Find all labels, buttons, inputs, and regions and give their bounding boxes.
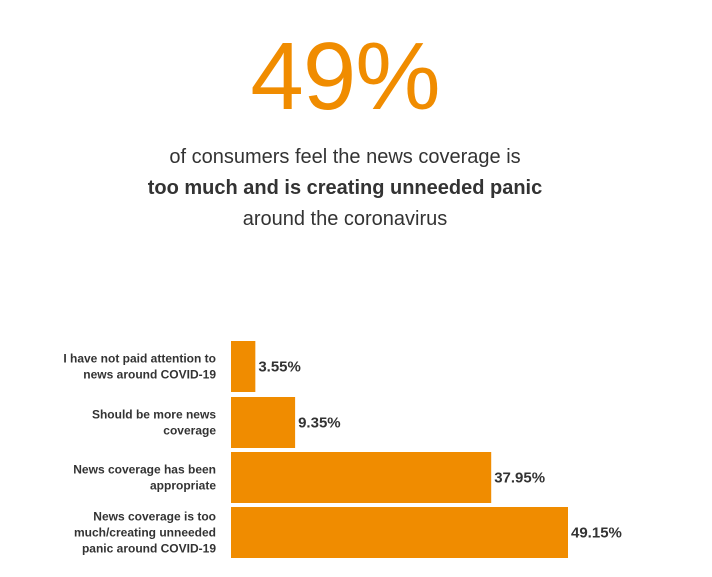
headline-line-3: around the coronavirus — [242, 208, 448, 230]
value-label-4: 49.15% — [571, 525, 622, 542]
category-label-1: I have not paid attention to news around … — [63, 352, 216, 382]
value-label-3: 37.95% — [494, 470, 545, 487]
value-label-1: 3.55% — [258, 359, 301, 376]
category-label-line: news around COVID-19 — [83, 368, 216, 382]
bar-1 — [231, 341, 256, 392]
headline-line-2: too much and is creating unneeded panic — [147, 177, 543, 199]
bar-2 — [231, 397, 296, 448]
category-label-line: I have not paid attention to — [63, 352, 216, 366]
bar-4 — [231, 507, 568, 558]
category-label-line: Should be more news — [92, 408, 216, 422]
value-label-2: 9.35% — [298, 415, 341, 432]
category-label-line: panic around COVID-19 — [82, 542, 216, 556]
category-label-4: News coverage is too much/creating unneed… — [74, 510, 216, 556]
category-label-2: Should be more news coverage — [92, 408, 216, 438]
headline-stat: 49% — [250, 23, 440, 130]
category-label-line: coverage — [163, 424, 216, 438]
bar-3 — [231, 452, 492, 503]
category-label-3: News coverage has been appropriate — [73, 463, 216, 493]
category-label-line: much/creating unneeded — [74, 526, 216, 540]
category-label-line: News coverage has been — [73, 463, 216, 477]
headline-line-1: of consumers feel the news coverage is — [169, 146, 521, 168]
category-label-line: appropriate — [150, 479, 216, 493]
category-label-line: News coverage is too — [93, 510, 216, 524]
